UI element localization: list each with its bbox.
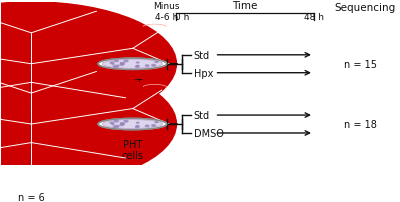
Circle shape <box>155 122 158 123</box>
Circle shape <box>146 66 149 67</box>
Ellipse shape <box>98 59 167 70</box>
Text: n = 6: n = 6 <box>18 193 45 202</box>
Circle shape <box>121 124 124 125</box>
Circle shape <box>0 63 176 186</box>
Circle shape <box>113 66 118 68</box>
Circle shape <box>121 124 124 125</box>
Circle shape <box>120 63 123 64</box>
Circle shape <box>124 121 128 122</box>
Circle shape <box>120 124 124 126</box>
Circle shape <box>136 123 139 124</box>
Circle shape <box>136 66 139 67</box>
Ellipse shape <box>102 120 162 129</box>
Text: n = 18: n = 18 <box>344 119 377 129</box>
Text: Hpx: Hpx <box>194 68 213 78</box>
Ellipse shape <box>102 60 162 69</box>
Text: 0 h: 0 h <box>175 13 189 22</box>
Text: Std: Std <box>194 110 210 120</box>
Circle shape <box>120 123 123 124</box>
Text: Sequencing: Sequencing <box>335 3 396 13</box>
Circle shape <box>110 63 113 64</box>
Circle shape <box>135 126 139 128</box>
Text: n = 5: n = 5 <box>18 133 45 142</box>
Circle shape <box>136 63 139 64</box>
Circle shape <box>152 125 156 127</box>
Circle shape <box>124 61 128 62</box>
Ellipse shape <box>98 119 167 130</box>
Text: Std: Std <box>194 50 210 61</box>
Circle shape <box>136 126 139 127</box>
Circle shape <box>120 65 124 66</box>
Text: Minus
4-6 h: Minus 4-6 h <box>154 2 180 22</box>
Circle shape <box>113 126 118 128</box>
Circle shape <box>121 64 124 65</box>
Text: n = 15: n = 15 <box>344 59 378 69</box>
Text: PHT
cells: PHT cells <box>122 79 144 101</box>
Circle shape <box>112 124 114 125</box>
Text: PHT
cells: PHT cells <box>122 139 144 160</box>
Circle shape <box>152 65 156 67</box>
Text: Time: Time <box>232 1 258 11</box>
Text: DMSO: DMSO <box>194 128 224 138</box>
Circle shape <box>114 61 118 62</box>
Circle shape <box>114 121 118 122</box>
Circle shape <box>116 126 119 127</box>
Circle shape <box>121 64 124 65</box>
Circle shape <box>0 3 176 126</box>
Circle shape <box>116 66 119 67</box>
Text: 48 h: 48 h <box>304 13 324 22</box>
Circle shape <box>155 62 158 63</box>
Circle shape <box>146 125 149 127</box>
Circle shape <box>110 123 113 124</box>
Circle shape <box>135 66 139 68</box>
Circle shape <box>112 64 114 65</box>
